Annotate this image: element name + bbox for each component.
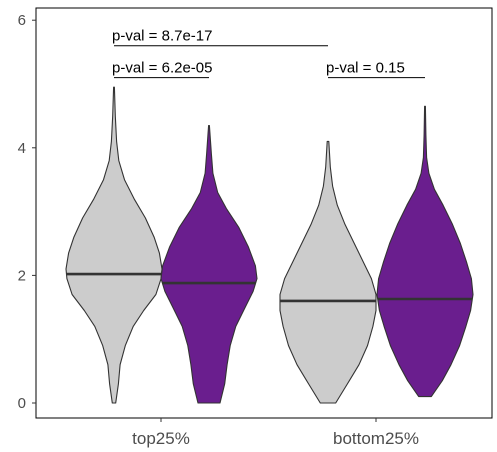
y-tick-label: 4 [18,140,26,157]
y-axis: 0 2 4 6 [18,12,36,412]
y-tick-label: 6 [18,12,26,29]
violin-bottom25pct-series-0 [279,140,377,404]
panel-border [35,7,493,419]
x-tick-label: bottom25% [333,429,419,448]
violin-top25pct-series-1 [160,124,258,404]
pval-label: p-val = 8.7e-17 [112,28,212,45]
y-tick-label: 2 [18,267,26,284]
x-tick-label: top25% [132,429,190,448]
x-axis: top25% bottom25% [132,418,419,448]
violin-top25pct-series-0 [65,86,163,404]
violins-layer [65,86,474,404]
pval-label: p-val = 6.2e-05 [112,60,212,77]
annotations-layer: p-val = 8.7e-17 p-val = 6.2e-05 p-val = 0.… [112,28,425,79]
violin-bottom25pct-series-1 [376,105,474,398]
y-tick-label: 0 [18,395,26,412]
pval-label: p-val = 0.15 [326,60,405,77]
